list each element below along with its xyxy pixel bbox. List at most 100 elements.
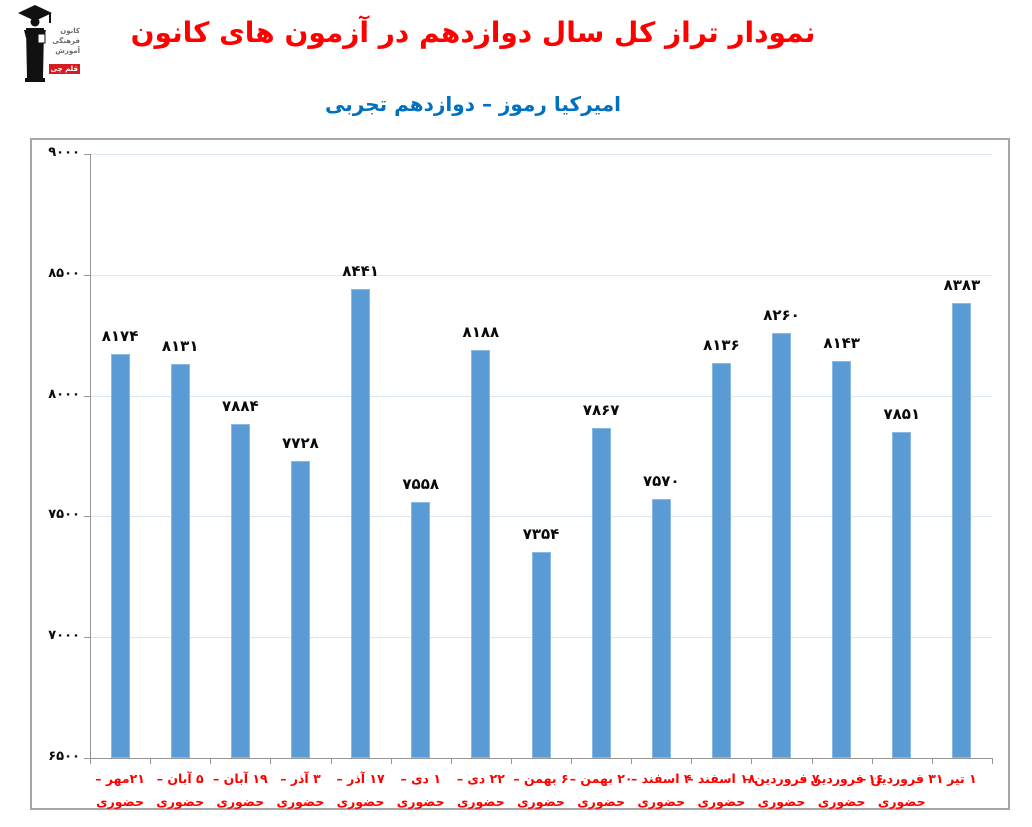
y-tick-label: ۹۰۰۰ (48, 145, 80, 160)
x-category-date: ۲۰ بهمن – (569, 771, 633, 786)
y-axis-tick (84, 395, 90, 397)
x-category-date: ۲۲ دی – (456, 771, 505, 786)
x-category-date: ۱۷ آذر – (336, 771, 385, 786)
x-axis-tick (270, 758, 272, 764)
y-axis-tick (84, 758, 90, 759)
y-tick-label: ۶۵۰۰ (48, 749, 80, 764)
bar (290, 461, 310, 758)
x-category-date: ۱۸ اسفند – (687, 771, 756, 786)
x-category-mode: حضوری (637, 794, 686, 809)
bar (711, 362, 731, 758)
x-category-label: ۷ فروردین – حضوری (740, 767, 824, 813)
logo-line-2: فرهنگی (52, 37, 80, 45)
x-category-mode: حضوری (96, 794, 144, 809)
logo-line-3: آموزش (55, 47, 80, 55)
x-category-label: ۱ تیر (920, 767, 1004, 790)
bar (832, 361, 852, 758)
x-axis-tick (510, 758, 512, 764)
y-axis-tick (84, 274, 90, 276)
x-category-date: ۷ فروردین – (743, 771, 820, 786)
x-category-label: ۲۱مهر – حضوری (78, 767, 162, 813)
chart-title: نمودار تراز کل سال دوازدهم در آزمون های … (130, 16, 816, 49)
x-axis-tick (931, 758, 933, 764)
x-category-date: ۳ آذر – (280, 771, 321, 786)
x-axis-tick (330, 758, 332, 764)
x-axis-tick (691, 758, 693, 764)
x-axis-tick (571, 758, 573, 764)
x-category-date: ۶ بهمن – (513, 771, 569, 786)
bar (471, 350, 491, 758)
bar (531, 551, 551, 758)
x-category-date: ۱۶ فروردین – (799, 771, 884, 786)
bar-value-label: ۷۸۶۷ (582, 400, 620, 419)
bar-value-label: ۸۱۳۶ (703, 335, 740, 354)
x-category-mode: حضوری (577, 794, 626, 809)
x-category-date: ۱۹ آبان – (213, 771, 268, 786)
x-axis-tick (992, 758, 993, 764)
bar-value-label: ۸۲۶۰ (763, 305, 800, 324)
gridline (90, 154, 992, 155)
bar-value-label: ۸۳۸۳ (943, 276, 981, 295)
bar-value-label: ۷۵۷۰ (642, 472, 680, 491)
x-category-date: ۱ دی – (400, 771, 441, 786)
logo-line-4: قلم چی (48, 64, 80, 74)
x-category-label: ۳۱ فروردین – حضوری (860, 767, 944, 813)
x-category-mode: حضوری (276, 794, 325, 809)
bar (351, 289, 371, 758)
x-category-mode: حضوری (396, 794, 445, 809)
x-category-mode: حضوری (456, 794, 505, 809)
x-axis (90, 758, 993, 759)
x-category-date: ۴ اسفند – (631, 771, 692, 786)
bar (411, 502, 431, 758)
logo-text: کانون فرهنگی آموزش قلم چی (48, 26, 80, 75)
x-category-date: ۲۱مهر – (95, 771, 145, 786)
x-axis-tick (631, 758, 633, 764)
logo-line-1: کانون (60, 27, 80, 35)
x-category-label: ۲۰ بهمن – حضوری (559, 767, 643, 813)
x-category-label: ۲۲ دی – حضوری (439, 767, 523, 813)
x-category-date: ۳۱ فروردین – (860, 771, 944, 786)
x-axis-tick (811, 758, 813, 764)
bar (772, 332, 792, 758)
y-tick-label: ۸۰۰۰ (48, 386, 80, 402)
y-tick-label: ۷۰۰۰ (48, 628, 80, 644)
bar (110, 353, 130, 758)
bar-value-label: ۸۴۴۱ (342, 262, 379, 281)
x-category-label: ۱۸ اسفند – حضوری (679, 767, 763, 813)
x-axis-tick (150, 758, 152, 764)
plot-area: ۹۰۰۰ ۸۵۰۰ ۸۰۰۰ ۷۵۰۰ ۷۰۰۰ ۶۵۰۰ ۸۱۷۴ ۲۱مهر – حضوری… (32, 140, 1008, 809)
x-category-date: ۱ تیر (947, 771, 977, 786)
x-axis-tick (871, 758, 873, 764)
gridline (90, 274, 992, 276)
x-category-label: ۴ اسفند – حضوری (619, 767, 703, 813)
gridline (90, 516, 992, 518)
chart-subtitle: امیرکیا رموز – دوازدهم تجربی (325, 92, 621, 116)
y-axis (90, 154, 91, 758)
x-axis-tick (390, 758, 392, 764)
x-category-label: ۶ بهمن – حضوری (499, 767, 583, 813)
x-category-label: ۱۶ فروردین – حضوری (800, 767, 884, 813)
bar (170, 363, 190, 758)
bar-value-label: ۷۵۵۸ (402, 475, 440, 494)
bar-value-label: ۷۳۵۴ (522, 524, 560, 543)
kanoon-ghalamchi-logo: کانون فرهنگی آموزش قلم چی (16, 4, 80, 86)
x-axis-tick (751, 758, 753, 764)
gridline (90, 395, 992, 397)
x-category-mode: حضوری (336, 794, 385, 809)
bar-value-label: ۸۱۳۱ (161, 336, 199, 355)
x-axis-tick (210, 758, 212, 764)
x-category-mode: حضوری (697, 794, 746, 809)
bar (591, 427, 611, 758)
y-axis-tick (84, 637, 90, 639)
bar (651, 499, 671, 758)
bar (892, 431, 912, 758)
bar-value-label: ۷۸۸۴ (222, 396, 259, 415)
x-category-mode: حضوری (877, 794, 926, 809)
x-category-mode: حضوری (817, 794, 866, 809)
y-axis-tick (84, 516, 90, 518)
bar (952, 303, 972, 758)
y-axis-tick (84, 154, 90, 155)
graduate-figure-icon (18, 5, 52, 82)
x-category-mode: حضوری (156, 794, 205, 809)
